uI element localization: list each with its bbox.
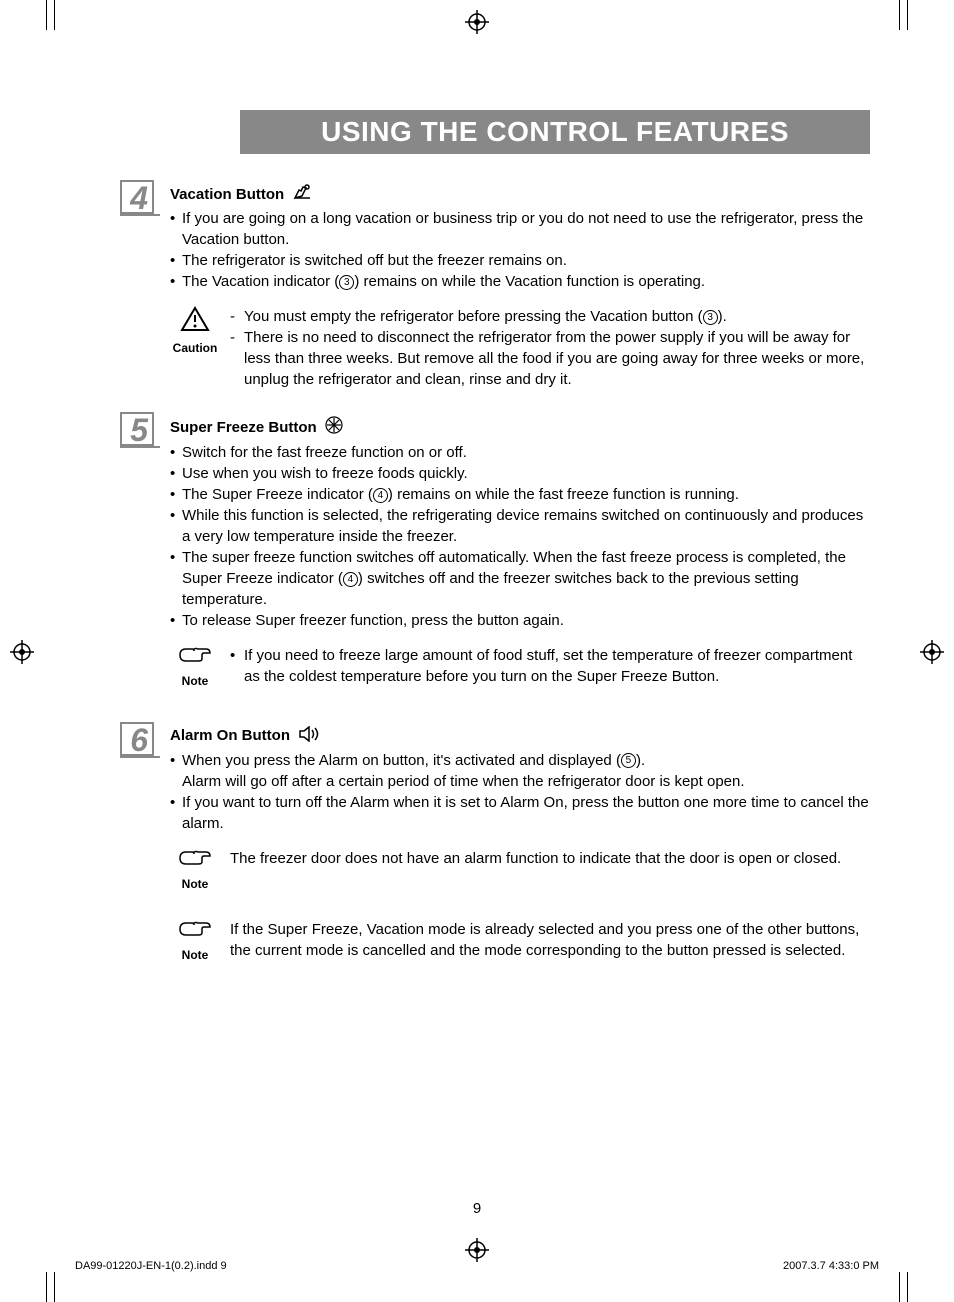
bullet-text: The refrigerator is switched off but the… [182, 250, 870, 271]
footer-left: DA99-01220J-EN-1(0.2).indd 9 [75, 1260, 227, 1272]
note-hand-icon [178, 926, 212, 943]
section-6: 6 Alarm On Button •When you press the Al… [120, 726, 870, 964]
step-rule [120, 446, 160, 448]
section-heading: Vacation Button [170, 184, 870, 204]
note-label: Note [170, 947, 220, 964]
step-rule [120, 756, 160, 758]
registration-mark-icon [465, 1238, 489, 1262]
alarm-speaker-icon [298, 726, 320, 746]
circled-ref: 4 [343, 572, 358, 587]
bullet-text: Use when you wish to freeze foods quickl… [182, 463, 870, 484]
bullet-list: •When you press the Alarm on button, it'… [170, 750, 870, 834]
bullet-text: If you are going on a long vacation or b… [182, 208, 870, 250]
crop-mark [54, 0, 55, 30]
step-number-box: 5 [120, 412, 154, 446]
bullet-text: The Vacation indicator (3) remains on wh… [182, 271, 870, 292]
page-number: 9 [0, 1200, 954, 1217]
footer-right: 2007.3.7 4:33:0 PM [783, 1260, 879, 1272]
crop-mark [907, 0, 908, 30]
snowflake-icon [325, 416, 343, 438]
note-block: Note The freezer door does not have an a… [170, 848, 870, 893]
heading-text: Super Freeze Button [170, 419, 317, 436]
bullet-text: If you want to turn off the Alarm when i… [182, 792, 870, 834]
step-number: 5 [130, 414, 148, 446]
caution-label: Caution [170, 340, 220, 357]
section-heading: Alarm On Button [170, 726, 870, 746]
step-number-box: 6 [120, 722, 154, 756]
registration-mark-icon [920, 640, 944, 664]
footer: DA99-01220J-EN-1(0.2).indd 9 2007.3.7 4:… [75, 1260, 879, 1272]
heading-text: Vacation Button [170, 186, 284, 203]
circled-ref: 3 [339, 275, 354, 290]
vacation-icon [292, 184, 314, 204]
circled-ref: 5 [621, 753, 636, 768]
crop-mark [899, 1272, 900, 1302]
bullet-text: The super freeze function switches off a… [182, 547, 870, 610]
circled-ref: 3 [703, 310, 718, 325]
bullet-text: The Super Freeze indicator (4) remains o… [182, 484, 870, 505]
registration-mark-icon [10, 640, 34, 664]
bullet-text: Switch for the fast freeze function on o… [182, 442, 870, 463]
crop-mark [899, 0, 900, 30]
note-block: Note If the Super Freeze, Vacation mode … [170, 919, 870, 964]
crop-mark [46, 0, 47, 30]
crop-mark [46, 1272, 47, 1302]
note-text: If the Super Freeze, Vacation mode is al… [230, 921, 859, 959]
caution-line: There is no need to disconnect the refri… [244, 327, 870, 390]
bullet-text: To release Super freezer function, press… [182, 610, 870, 631]
step-rule [120, 214, 160, 216]
step-number-box: 4 [120, 180, 154, 214]
note-block: Note •If you need to freeze large amount… [170, 645, 870, 690]
caution-line: You must empty the refrigerator before p… [244, 306, 727, 327]
bullet-subtext: Alarm will go off after a certain period… [182, 773, 745, 790]
note-text: The freezer door does not have an alarm … [230, 850, 841, 867]
note-text: If you need to freeze large amount of fo… [244, 645, 870, 687]
crop-mark [907, 1272, 908, 1302]
circled-ref: 4 [373, 488, 388, 503]
bullet-text: While this function is selected, the ref… [182, 505, 870, 547]
bullet-list: •Switch for the fast freeze function on … [170, 442, 870, 631]
page-content: USING THE CONTROL FEATURES 4 Vacation Bu… [120, 110, 870, 989]
registration-mark-icon [465, 10, 489, 34]
caution-icon [180, 319, 210, 336]
note-label: Note [170, 673, 220, 690]
step-number: 4 [130, 182, 148, 214]
note-hand-icon [178, 855, 212, 872]
bullet-text: When you press the Alarm on button, it's… [182, 750, 870, 792]
section-4: 4 Vacation Button •If you are going on a… [120, 184, 870, 390]
note-label: Note [170, 876, 220, 893]
bullet-list: •If you are going on a long vacation or … [170, 208, 870, 292]
section-5: 5 Super Freeze Button •Switch for the fa… [120, 416, 870, 690]
note-hand-icon [178, 652, 212, 669]
step-number: 6 [130, 724, 148, 756]
page-title: USING THE CONTROL FEATURES [240, 110, 870, 154]
caution-block: Caution -You must empty the refrigerator… [170, 306, 870, 390]
section-heading: Super Freeze Button [170, 416, 870, 438]
heading-text: Alarm On Button [170, 727, 290, 744]
crop-mark [54, 1272, 55, 1302]
